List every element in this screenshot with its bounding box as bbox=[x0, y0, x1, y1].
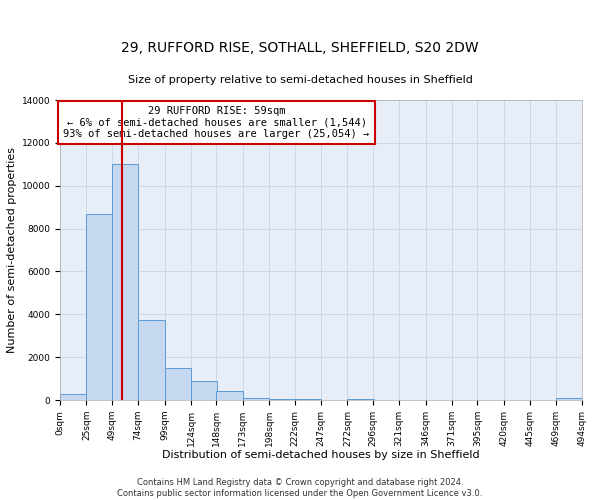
Text: 29, RUFFORD RISE, SOTHALL, SHEFFIELD, S20 2DW: 29, RUFFORD RISE, SOTHALL, SHEFFIELD, S2… bbox=[121, 41, 479, 55]
Bar bbox=[112, 164, 138, 400]
Bar bbox=[243, 398, 269, 400]
Bar bbox=[86, 214, 113, 400]
Bar bbox=[138, 320, 164, 400]
Bar bbox=[217, 392, 243, 400]
Bar bbox=[269, 398, 296, 400]
X-axis label: Distribution of semi-detached houses by size in Sheffield: Distribution of semi-detached houses by … bbox=[162, 450, 480, 460]
Bar bbox=[164, 368, 191, 400]
Bar bbox=[295, 399, 321, 400]
Y-axis label: Number of semi-detached properties: Number of semi-detached properties bbox=[7, 147, 17, 353]
Bar bbox=[60, 394, 86, 400]
Bar bbox=[347, 399, 374, 400]
Text: Contains HM Land Registry data © Crown copyright and database right 2024.
Contai: Contains HM Land Registry data © Crown c… bbox=[118, 478, 482, 498]
Text: 29 RUFFORD RISE: 59sqm
← 6% of semi-detached houses are smaller (1,544)
93% of s: 29 RUFFORD RISE: 59sqm ← 6% of semi-deta… bbox=[64, 106, 370, 139]
Bar bbox=[191, 380, 217, 400]
Text: Size of property relative to semi-detached houses in Sheffield: Size of property relative to semi-detach… bbox=[128, 75, 472, 85]
Bar bbox=[556, 398, 582, 400]
